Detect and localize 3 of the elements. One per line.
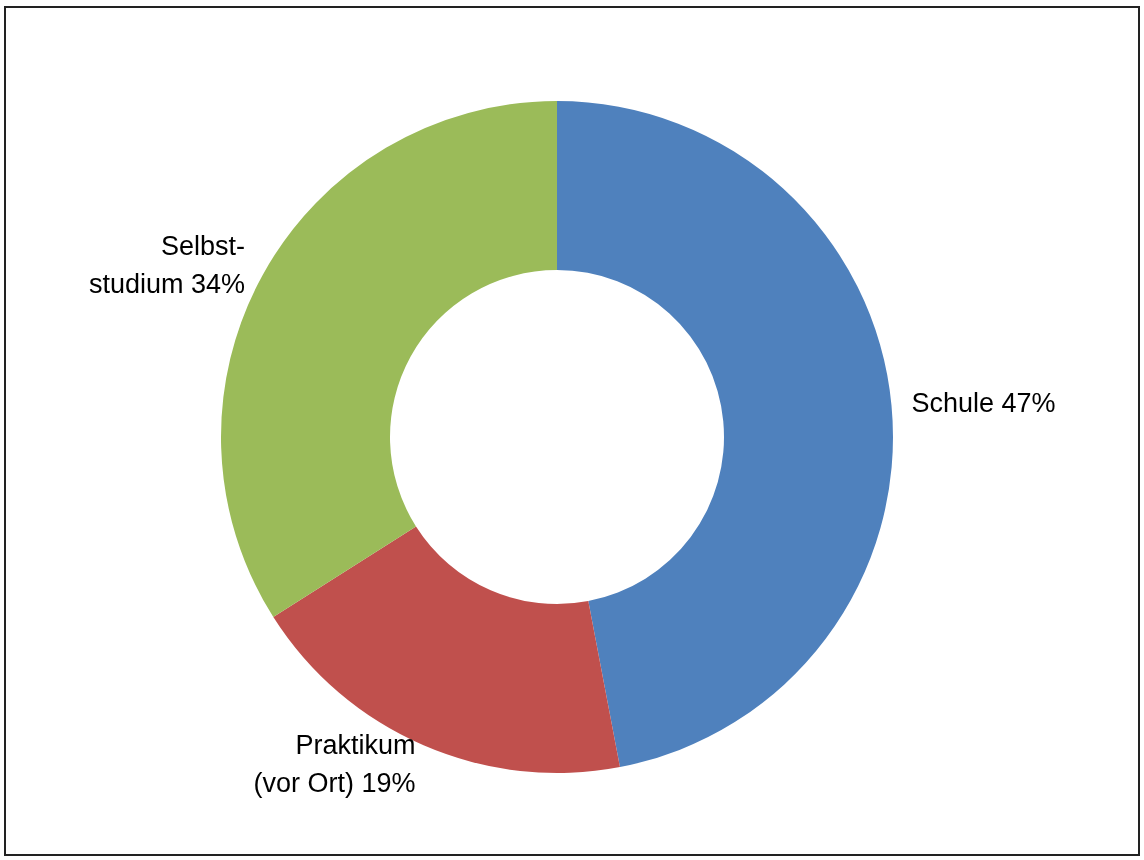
slice-label: Praktikum (vor Ort) 19% bbox=[253, 729, 416, 798]
slice-label: Schule 47% bbox=[911, 388, 1056, 419]
slice-label: Selbst- studium 34% bbox=[88, 231, 246, 300]
